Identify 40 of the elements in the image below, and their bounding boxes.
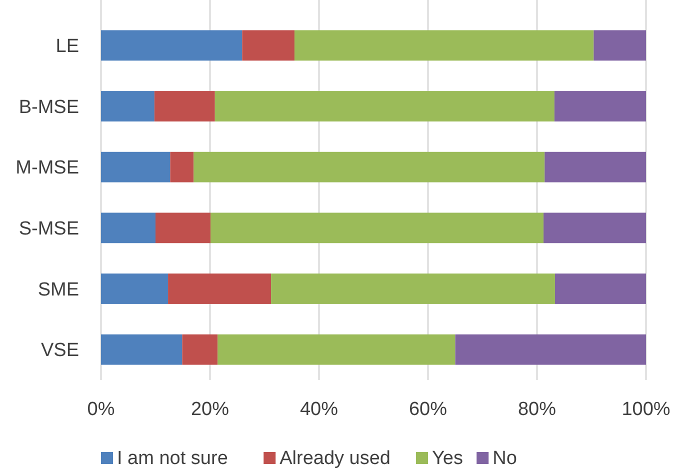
bar	[101, 274, 168, 304]
bar	[242, 30, 294, 61]
bar	[101, 152, 170, 182]
x-tick-label: 100%	[622, 399, 670, 420]
bar	[554, 274, 646, 304]
bar	[218, 334, 456, 365]
x-tick-label: 20%	[190, 399, 230, 420]
legend-label: I am not sure	[117, 448, 228, 469]
y-tick-label: B-MSE	[18, 96, 79, 118]
bar	[101, 91, 154, 122]
y-tick-label: LE	[56, 36, 79, 58]
bar	[554, 91, 646, 122]
bar	[455, 334, 646, 365]
bar	[170, 152, 194, 182]
bar	[101, 30, 242, 61]
bar	[544, 152, 646, 182]
bar	[594, 30, 646, 61]
y-tick-label: M-MSE	[16, 158, 79, 179]
bar	[154, 91, 215, 122]
bar	[210, 212, 544, 244]
bar	[294, 30, 594, 61]
bar	[271, 274, 555, 304]
bar	[544, 212, 646, 244]
bar	[194, 152, 545, 182]
bar	[214, 91, 554, 122]
x-tick-label: 0%	[87, 399, 115, 420]
legend-label: Yes	[432, 448, 463, 469]
legend-label: Already used	[280, 448, 391, 469]
x-tick-label: 60%	[408, 399, 448, 420]
bar	[168, 274, 272, 304]
bar	[101, 334, 182, 365]
bar	[101, 212, 156, 244]
y-tick-label: SME	[38, 279, 79, 300]
y-tick-label: S-MSE	[18, 218, 79, 240]
x-tick-label: 80%	[518, 399, 556, 420]
legend-label: No	[492, 448, 517, 469]
bar	[182, 334, 218, 365]
y-tick-label: VSE	[40, 340, 79, 362]
bar	[156, 212, 211, 244]
x-tick-label: 40%	[300, 399, 338, 420]
